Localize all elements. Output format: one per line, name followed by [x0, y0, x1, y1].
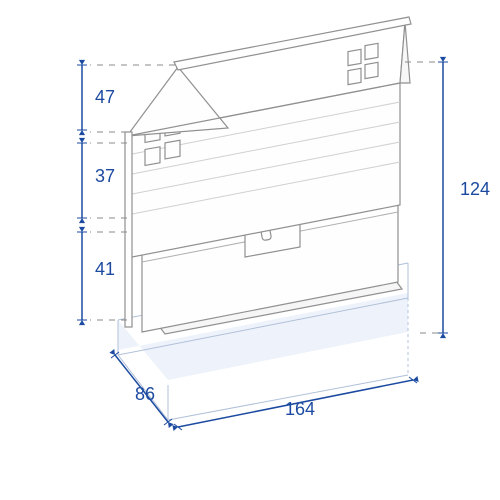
drawing-svg: 47 37 41 124 86 164 — [0, 0, 500, 500]
dim-length: 164 — [285, 399, 315, 419]
dim-wall-h: 37 — [95, 166, 115, 186]
dim-depth: 86 — [135, 384, 155, 404]
diagram-stage: { "type": "dimensional-drawing", "backgr… — [0, 0, 500, 500]
dim-roof-h: 47 — [95, 87, 115, 107]
dim-rail-h: 41 — [95, 259, 115, 279]
bed-object — [125, 17, 411, 334]
dim-total-h: 124 — [460, 179, 490, 199]
window-group-right — [348, 43, 378, 84]
